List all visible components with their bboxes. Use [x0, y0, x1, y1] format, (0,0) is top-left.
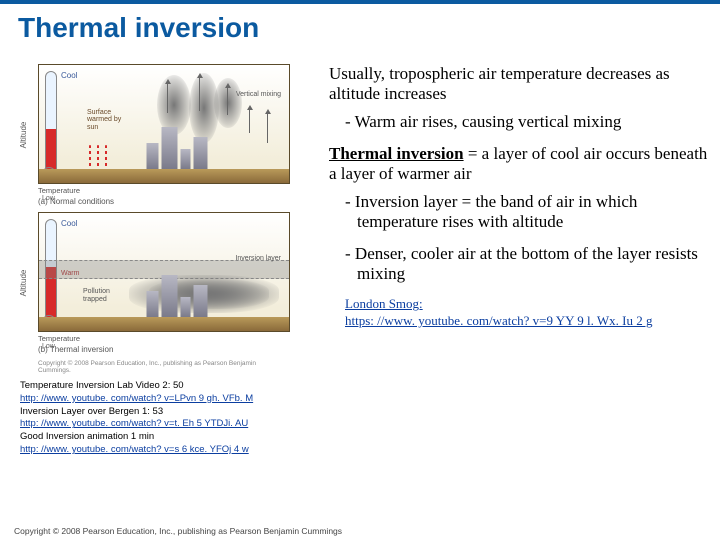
label-vertical-mixing: Vertical mixing [236, 91, 281, 98]
page-title: Thermal inversion [0, 4, 720, 50]
axis-altitude-b: Altitude [19, 270, 28, 297]
content-area: Altitude High Low Cool Warm Surface warm… [0, 50, 720, 457]
paragraph-2: Thermal inversion = a layer of cool air … [329, 144, 710, 184]
london-smog-link[interactable]: https: //www. youtube. com/watch? v=9 YY… [345, 313, 653, 328]
london-smog-label[interactable]: London Smog: [345, 296, 423, 311]
diagram-panel-normal: Altitude High Low Cool Warm Surface warm… [20, 64, 290, 206]
caption-a: (a) Normal conditions [38, 197, 290, 206]
footer-copyright: Copyright © 2008 Pearson Education, Inc.… [14, 526, 342, 536]
term-thermal-inversion: Thermal inversion [329, 144, 464, 163]
label-inversion-layer: Inversion layer [235, 255, 281, 262]
right-column: Usually, tropospheric air temperature de… [305, 64, 710, 457]
bullet-1: Warm air rises, causing vertical mixing [345, 112, 710, 132]
video-link-1-label: Temperature Inversion Lab Video 2: 50 [20, 380, 305, 393]
video-links-block: Temperature Inversion Lab Video 2: 50 ht… [20, 380, 305, 457]
axis-low-a: Low [42, 195, 55, 202]
caption-b: (b) Thermal inversion [38, 345, 290, 354]
label-cool-a: Cool [61, 71, 77, 80]
paragraph-1: Usually, tropospheric air temperature de… [329, 64, 710, 104]
bullet-3: Denser, cooler air at the bottom of the … [345, 244, 710, 284]
axis-temperature-b: Temperature [38, 334, 290, 343]
left-column: Altitude High Low Cool Warm Surface warm… [20, 64, 305, 457]
city-buildings-b [146, 275, 207, 317]
video-link-3-label: Good Inversion animation 1 min [20, 431, 305, 444]
video-link-2-label: Inversion Layer over Bergen 1: 53 [20, 406, 305, 419]
thermometer-a [45, 71, 57, 177]
london-smog-block: London Smog: https: //www. youtube. com/… [345, 296, 710, 330]
axis-low-b: Low [42, 343, 55, 350]
title-bar: Thermal inversion [0, 0, 720, 50]
thermal-inversion-diagram: Altitude High Low Cool Warm Surface warm… [20, 64, 290, 374]
label-pollution-trapped: Pollution trapped [83, 288, 123, 303]
city-buildings-a [146, 127, 207, 169]
diagram-credit: Copyright © 2008 Pearson Education, Inc.… [38, 360, 290, 374]
bullet-2: Inversion layer = the band of air in whi… [345, 192, 710, 232]
label-surface-warmed: Surface warmed by sun [87, 109, 129, 131]
video-link-2[interactable]: http: //www. youtube. com/watch? v=t. Eh… [20, 418, 248, 429]
axis-temperature-a: Temperature [38, 186, 290, 195]
label-cool-b1: Cool [61, 219, 77, 228]
video-link-3[interactable]: http: //www. youtube. com/watch? v=s 6 k… [20, 444, 249, 455]
axis-altitude-a: Altitude [19, 122, 28, 149]
diagram-panel-inversion: Altitude High Low Cool Cool Warm Inversi… [20, 212, 290, 354]
video-link-1[interactable]: http: //www. youtube. com/watch? v=LPvn … [20, 393, 253, 404]
